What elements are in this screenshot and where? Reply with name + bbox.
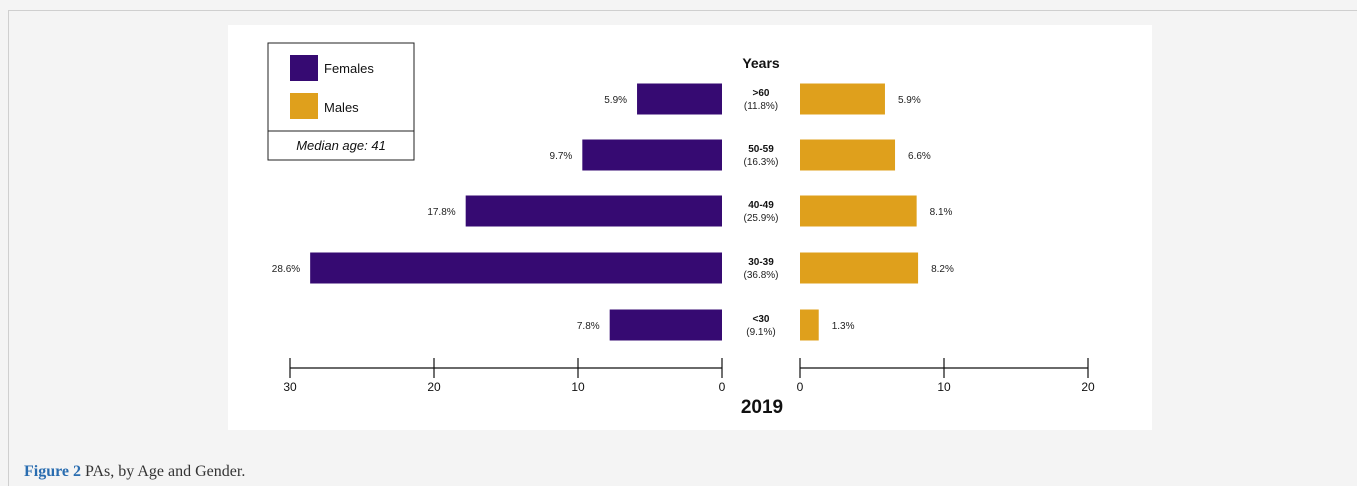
x-axis-title: 2019 <box>741 397 783 418</box>
bar-label-females-0: 5.9% <box>604 95 627 106</box>
category-total-0: (11.8%) <box>744 101 778 112</box>
bar-label-males-0: 5.9% <box>898 95 921 106</box>
category-total-3: (36.8%) <box>743 270 778 281</box>
bar-females-3 <box>310 252 722 284</box>
legend-label-males: Males <box>324 100 359 115</box>
females-axis-tick-label-2: 10 <box>571 380 585 394</box>
females-axis-tick-label-1: 20 <box>427 380 441 394</box>
bar-label-females-4: 7.8% <box>577 321 600 332</box>
category-label-4: <30 <box>753 314 770 325</box>
males-axis-tick-label-0: 0 <box>797 380 804 394</box>
figure-panel: Females Males Median age: 41 Years 5.9% 5… <box>228 25 1152 430</box>
females-axis-tick-label-3: 0 <box>719 380 726 394</box>
legend-label-females: Females <box>324 61 374 76</box>
category-label-2: 40-49 <box>748 200 774 211</box>
category-total-4: (9.1%) <box>746 327 775 338</box>
bar-label-males-3: 8.2% <box>931 264 954 275</box>
axes-layer: 30 20 10 0 0 10 20 <box>283 358 1095 394</box>
bar-label-females-2: 17.8% <box>427 207 455 218</box>
legend: Females Males Median age: 41 <box>267 42 415 161</box>
category-total-1: (16.3%) <box>743 157 778 168</box>
bar-females-1 <box>582 139 722 171</box>
caption-label[interactable]: Figure 2 <box>24 463 82 480</box>
bar-males-2 <box>800 195 917 227</box>
category-total-2: (25.9%) <box>743 213 778 224</box>
center-header: Years <box>742 55 780 71</box>
bars-layer: 5.9% 5.9% >60 (11.8%) 9.7% 6.6% 50-59 (16.3%) 17… <box>272 83 954 341</box>
bar-females-0 <box>637 83 722 115</box>
caption-text: PAs, by Age and Gender. <box>85 463 246 480</box>
males-axis-tick-label-2: 20 <box>1081 380 1095 394</box>
bar-label-females-3: 28.6% <box>272 264 300 275</box>
bar-males-1 <box>800 139 896 171</box>
bar-females-2 <box>465 195 722 227</box>
legend-swatch-females <box>290 55 318 81</box>
bar-males-3 <box>800 252 919 284</box>
category-label-0: >60 <box>753 88 770 99</box>
bar-males-0 <box>800 83 885 115</box>
bar-females-4 <box>609 309 722 341</box>
figure-caption: Figure 2 PAs, by Age and Gender. <box>24 463 245 481</box>
legend-median-age: Median age: 41 <box>296 138 386 153</box>
bar-label-males-4: 1.3% <box>832 321 855 332</box>
males-axis-tick-label-1: 10 <box>937 380 951 394</box>
category-label-3: 30-39 <box>748 257 774 268</box>
bar-label-males-1: 6.6% <box>908 151 931 162</box>
legend-swatch-males <box>290 93 318 119</box>
bar-males-4 <box>800 309 819 341</box>
pyramid-chart: Females Males Median age: 41 Years 5.9% 5… <box>267 42 1095 418</box>
bar-label-males-2: 8.1% <box>930 207 953 218</box>
females-axis-tick-label-0: 30 <box>283 380 297 394</box>
category-label-1: 50-59 <box>748 144 774 155</box>
bar-label-females-1: 9.7% <box>550 151 573 162</box>
